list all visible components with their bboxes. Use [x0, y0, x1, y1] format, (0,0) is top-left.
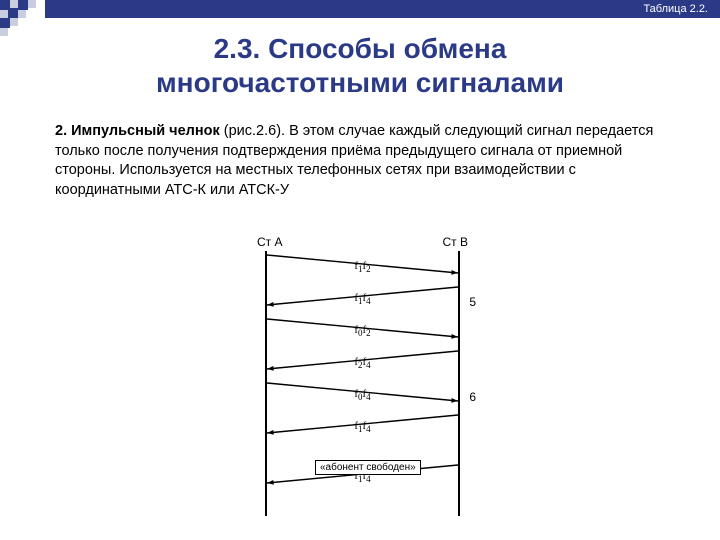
table-reference: Таблица 2.2.: [643, 3, 708, 15]
diagram: Ст А Ст В 5 6 f1f2f1f4f0f2f2f4f0f4f1f4f1…: [265, 235, 460, 520]
paragraph-ref: (рис.2.6).: [220, 123, 289, 139]
message-label: f1f4: [354, 292, 370, 306]
free-caption: «абонент свободен»: [315, 460, 421, 475]
title-line-2: многочастотными сигналами: [0, 66, 720, 100]
header-bar: [45, 0, 720, 18]
message-row: f2f4: [267, 347, 458, 379]
side-label-1: 5: [469, 295, 476, 309]
rail-b: [458, 251, 460, 516]
page-title: 2.3. Способы обмена многочастотными сигн…: [0, 32, 720, 99]
message-row: f0f2: [267, 315, 458, 347]
message-label: f2f4: [354, 356, 370, 370]
message-row: f0f4: [267, 379, 458, 411]
paragraph: 2. Импульсный челнок (рис.2.6). В этом с…: [55, 122, 665, 200]
message-label: f1f2: [354, 260, 370, 274]
message-label: f0f2: [354, 324, 370, 338]
message-row: f1f4: [267, 283, 458, 315]
message-label: f0f4: [354, 388, 370, 402]
paragraph-lead: 2. Импульсный челнок: [55, 123, 220, 139]
message-row: f1f2: [267, 251, 458, 283]
title-line-1: 2.3. Способы обмена: [0, 32, 720, 66]
station-a-label: Ст А: [257, 235, 283, 249]
side-label-2: 6: [469, 390, 476, 404]
message-label: f1f4: [354, 420, 370, 434]
message-row: f1f4: [267, 411, 458, 443]
station-b-label: Ст В: [443, 235, 469, 249]
